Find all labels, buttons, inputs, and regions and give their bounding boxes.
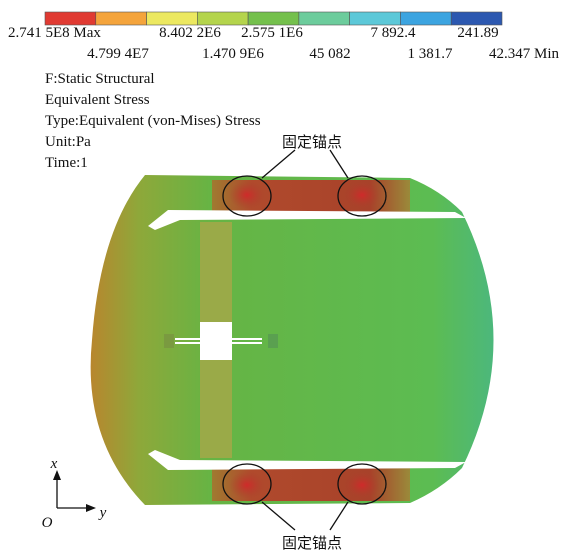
info-line: Time:1 (45, 155, 88, 171)
axis-label: x (50, 456, 58, 472)
coordinate-axes (53, 470, 96, 512)
legend-label: 42.347 Min (489, 46, 560, 62)
info-line: F:Static Structural (45, 71, 155, 87)
legend-swatch (350, 12, 401, 25)
legend-swatch (96, 12, 147, 25)
legend-label: 2.741 5E8 Max (8, 25, 101, 41)
info-line: Type:Equivalent (von-Mises) Stress (45, 113, 261, 129)
annotation: 固定锚点 (282, 535, 342, 551)
info-line: Equivalent Stress (45, 92, 150, 108)
info-line: Unit:Pa (45, 134, 91, 150)
legend-label: 1 381.7 (408, 46, 454, 62)
screenshot: 2.741 5E8 Max 8.402 2E6 2.575 1E6 7 892.… (0, 0, 573, 551)
axis-origin: O (42, 515, 53, 531)
model (91, 175, 494, 505)
legend-label: 1.470 9E6 (202, 46, 264, 62)
legend-swatch (451, 12, 502, 25)
legend-swatch (147, 12, 198, 25)
legend-swatch (299, 12, 350, 25)
legend-swatch (197, 12, 248, 25)
legend (45, 12, 502, 25)
legend-label: 45 082 (309, 46, 350, 62)
legend-label: 7 892.4 (371, 25, 417, 41)
legend-swatch (45, 12, 96, 25)
legend-swatch (248, 12, 299, 25)
page: {"legend": {"colors": ["#e03a32", "#f4a4… (0, 0, 573, 551)
legend-label: 2.575 1E6 (241, 25, 303, 41)
legend-label: 8.402 2E6 (159, 25, 221, 41)
legend-label: 4.799 4E7 (87, 46, 149, 62)
annotation: 固定锚点 (282, 134, 342, 151)
axis-label: y (98, 505, 107, 521)
legend-label: 241.89 (457, 25, 498, 41)
legend-swatch (400, 12, 451, 25)
